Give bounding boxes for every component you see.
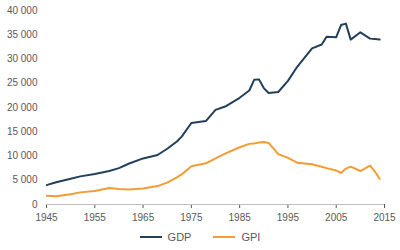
svg-text:1975: 1975 [180, 212, 203, 223]
svg-text:2005: 2005 [325, 212, 348, 223]
svg-text:25 000: 25 000 [7, 77, 38, 88]
svg-text:40 000: 40 000 [7, 5, 38, 16]
svg-text:20 000: 20 000 [7, 102, 38, 113]
svg-text:2015: 2015 [373, 212, 396, 223]
svg-text:1965: 1965 [132, 212, 155, 223]
svg-text:1955: 1955 [84, 212, 107, 223]
svg-text:1945: 1945 [35, 212, 58, 223]
svg-text:1995: 1995 [277, 212, 300, 223]
svg-text:35 000: 35 000 [7, 29, 38, 40]
svg-text:15 000: 15 000 [7, 126, 38, 137]
svg-text:30 000: 30 000 [7, 53, 38, 64]
svg-text:5 000: 5 000 [12, 174, 37, 185]
svg-text:0: 0 [32, 199, 38, 210]
html-text:GDP: GDP [167, 231, 192, 243]
svg-text:1985: 1985 [229, 212, 252, 223]
html-text:GPI: GPI [241, 231, 261, 243]
svg-text:10 000: 10 000 [7, 150, 38, 161]
